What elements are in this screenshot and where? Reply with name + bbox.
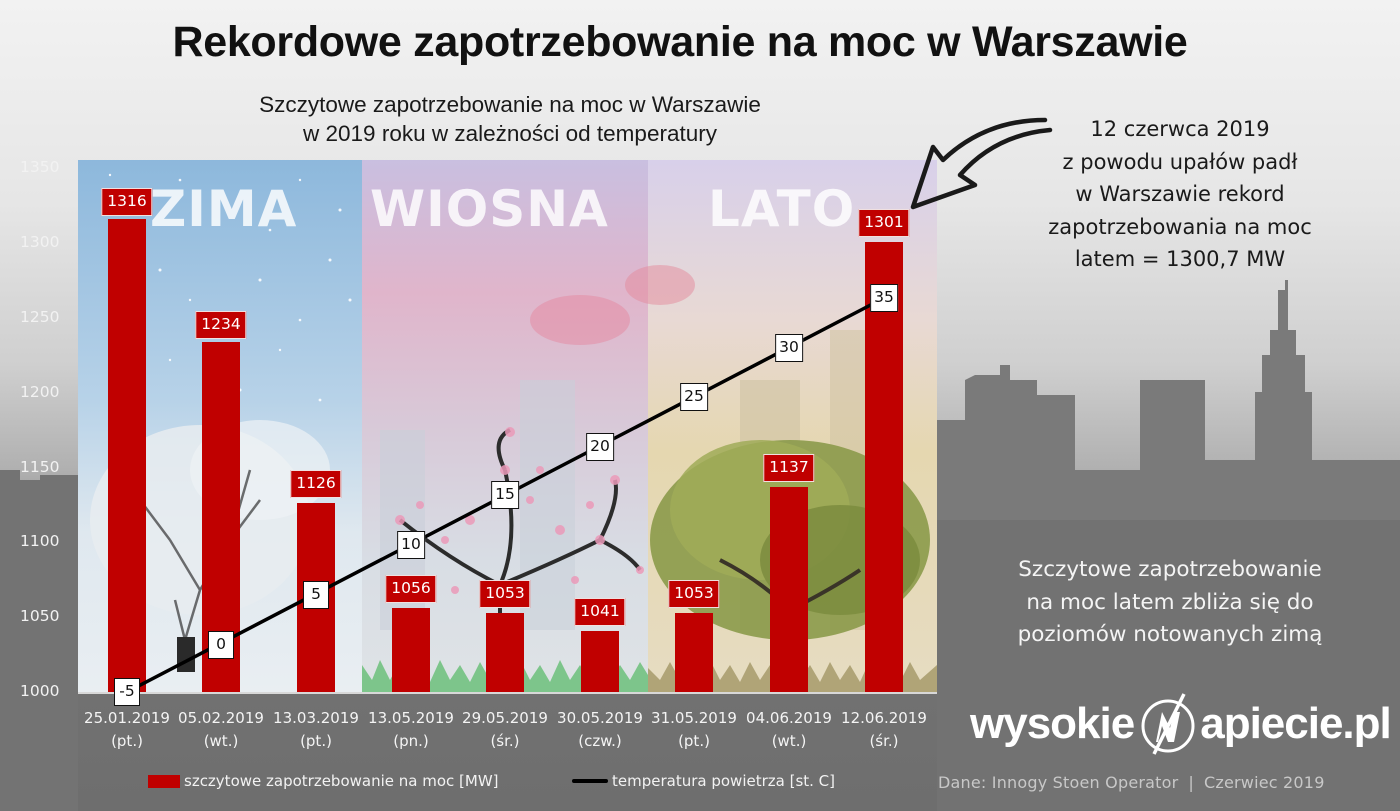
site-logo: wysokie apiecie.pl [970,688,1392,760]
temp-value-label: 20 [586,433,614,461]
y-tick: 1350 [20,158,60,176]
bar-13-05 [392,608,430,692]
x-tick: 31.05.2019 (pt.) [651,709,737,750]
conclusion-line: na moc latem zbliża się do [1026,589,1314,615]
logo-text-left: wysokie [970,699,1135,748]
bar-value-label: 1126 [290,470,342,498]
page-title: Rekordowe zapotrzebowanie na moc w Warsz… [172,18,1188,66]
conclusion-text: Szczytowe zapotrzebowanie na moc latem z… [970,554,1370,652]
subtitle-line-1: Szczytowe zapotrzebowanie na moc w Warsz… [259,92,761,117]
record-annotation: 12 czerwca 2019 z powodu upałów padł w W… [1010,113,1350,276]
y-tick: 1250 [20,308,60,326]
season-label-winter: ZIMA [150,180,298,238]
bar-value-label: 1137 [763,454,815,482]
temp-value-label: 0 [208,631,234,659]
annotation-line: zapotrzebowania na moc [1048,214,1312,239]
curved-arrow-icon [910,117,1053,210]
source-separator: | [1188,773,1194,792]
temp-value-label: 15 [491,481,519,509]
bar-29-05 [486,613,524,692]
bar-value-label: 1053 [668,580,720,608]
bar-25-01 [108,219,146,692]
annotation-line: w Warszawie rekord [1075,182,1285,206]
bar-value-label: 1301 [858,209,910,237]
conclusion-line: poziomów notowanych zimą [1017,622,1323,647]
x-tick: 12.06.2019 (śr.) [841,709,927,750]
y-tick: 1100 [20,532,60,550]
bar-04-06 [770,487,808,692]
legend-bar-swatch [148,774,180,788]
annotation-line: latem = 1300,7 MW [1074,247,1286,271]
x-tick: 04.06.2019 (wt.) [746,709,832,750]
lightning-n-logo-icon [1141,693,1195,755]
annotation-line: 12 czerwca 2019 [1090,117,1270,141]
x-tick: 13.03.2019 (pt.) [273,709,359,750]
temp-value-label: 25 [680,383,708,411]
x-tick: 05.02.2019 (wt.) [178,709,264,750]
y-tick: 1000 [20,682,60,700]
x-tick: 30.05.2019 (czw.) [557,709,643,750]
x-tick: 25.01.2019 (pt.) [84,709,170,750]
bar-value-label: 1053 [479,580,531,608]
legend-line-label: temperatura powietrza [st. C] [612,772,836,790]
legend-line: temperatura powietrza [st. C] [572,772,835,790]
bar-30-05 [581,631,619,692]
temp-value-label: 5 [303,581,329,609]
bar-value-label: 1234 [195,311,247,339]
temp-value-label: 30 [775,334,803,362]
y-tick: 1150 [20,458,60,476]
data-source: Dane: Innogy Stoen Operator | Czerwiec 201… [938,773,1388,792]
chart-subtitle: Szczytowe zapotrzebowanie na moc w Warsz… [180,90,840,148]
y-tick: 1050 [20,607,60,625]
annotation-line: z powodu upałów padł [1062,149,1298,174]
bar-value-label: 1041 [574,598,626,626]
conclusion-line: Szczytowe zapotrzebowanie [1018,557,1322,582]
temp-value-label: 35 [870,284,898,312]
legend-bar: szczytowe zapotrzebowanie na moc [MW] [148,772,499,790]
bar-31-05 [675,613,713,692]
season-label-summer: LATO [708,180,856,238]
legend-line-swatch [572,779,608,783]
temp-value-label: -5 [114,678,140,706]
bar-value-label: 1316 [101,188,153,216]
x-tick: 13.05.2019 (pn.) [368,709,454,750]
logo-text-right: apiecie.pl [1200,699,1392,748]
season-label-spring: WIOSNA [370,180,609,238]
x-tick: 29.05.2019 (śr.) [462,709,548,750]
subtitle-line-2: w 2019 roku w zależności od temperatury [303,121,717,146]
bar-12-06 [865,242,903,692]
source-date: Czerwiec 2019 [1204,773,1325,792]
y-tick: 1200 [20,383,60,401]
y-tick: 1300 [20,233,60,251]
bar-value-label: 1056 [385,575,437,603]
temp-value-label: 10 [397,531,425,559]
source-data: Dane: Innogy Stoen Operator [938,773,1179,792]
legend-bar-label: szczytowe zapotrzebowanie na moc [MW] [184,772,499,790]
